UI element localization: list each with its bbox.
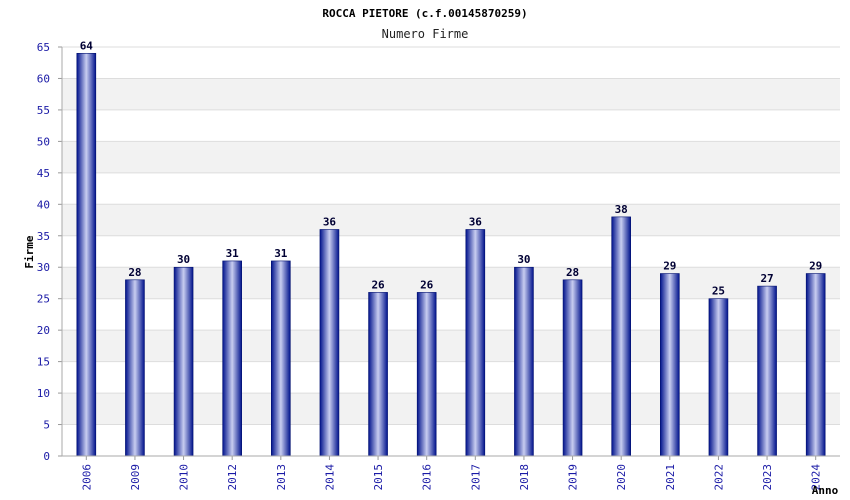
y-tick-labels: 0 5 10 15 20 25 30 35 40 45 50 55 60 65 — [37, 41, 50, 463]
bar — [271, 260, 291, 457]
y-axis-label: Firme — [23, 235, 36, 268]
y-tick-label: 20 — [37, 324, 50, 337]
grid-band — [62, 109, 840, 142]
x-tick-label: 2020 — [615, 464, 628, 491]
x-tick-label: 2010 — [178, 464, 191, 491]
x-tick-label: 2018 — [518, 464, 531, 491]
bar — [562, 279, 583, 457]
bar-value-label: 36 — [323, 215, 337, 228]
y-tick-label: 60 — [37, 72, 50, 85]
bar — [222, 260, 242, 457]
y-tick-label: 5 — [43, 419, 50, 432]
bar-value-label: 30 — [517, 253, 530, 266]
bar-value-label: 25 — [712, 285, 725, 298]
x-tick-label: 2015 — [372, 464, 385, 491]
bars — [76, 52, 826, 457]
grid-band — [62, 47, 840, 79]
x-tick-label: 2006 — [80, 464, 93, 491]
bar — [125, 279, 145, 457]
data-labels: 64 28 30 31 31 36 26 26 36 30 28 38 29 25 27 29 — [80, 39, 823, 297]
y-tick-label: 65 — [37, 41, 50, 54]
bar — [708, 298, 729, 457]
y-tick-label: 10 — [37, 387, 50, 400]
bar-value-label: 29 — [809, 260, 822, 273]
grid-band — [62, 141, 840, 173]
y-tick-label: 40 — [37, 198, 50, 211]
bar-value-label: 27 — [760, 272, 773, 285]
bar-value-label: 38 — [615, 203, 628, 216]
y-tick-label: 50 — [37, 135, 50, 148]
chart-subtitle: Numero Firme — [382, 27, 469, 41]
bar-value-label: 28 — [566, 266, 579, 279]
grid-band — [62, 204, 840, 236]
bar — [319, 229, 340, 457]
bar — [173, 266, 194, 457]
bar-value-label: 31 — [274, 247, 288, 260]
grid-band — [62, 235, 840, 268]
bar — [76, 52, 97, 457]
bar-value-label: 31 — [226, 247, 240, 260]
x-tick-label: 2012 — [226, 464, 239, 491]
y-tick-label: 55 — [37, 104, 50, 117]
bar — [368, 292, 388, 457]
bar — [465, 229, 486, 457]
bar-value-label: 29 — [663, 260, 676, 273]
bar-value-label: 36 — [469, 215, 483, 228]
x-tick-label: 2016 — [421, 464, 434, 491]
grid-band — [62, 172, 840, 205]
x-tick-label: 2019 — [567, 464, 580, 491]
bar-value-label: 30 — [177, 253, 190, 266]
x-tick-label: 2014 — [323, 464, 336, 491]
bar — [757, 285, 777, 457]
x-tick-label: 2024 — [810, 464, 823, 491]
x-tick-label: 2009 — [129, 464, 142, 491]
x-axis-label: Anno — [812, 484, 839, 497]
y-tick-label: 15 — [37, 356, 50, 369]
grid-band — [62, 78, 840, 110]
bar — [514, 266, 534, 457]
bar-value-label: 64 — [80, 39, 94, 52]
bar-value-label: 26 — [371, 278, 385, 291]
bar-value-label: 28 — [128, 266, 141, 279]
bar — [611, 216, 631, 457]
bar — [660, 273, 680, 457]
chart-title: ROCCA PIETORE (c.f.00145870259) — [322, 7, 527, 20]
y-tick-label: 45 — [37, 167, 50, 180]
y-tick-label: 0 — [43, 450, 50, 463]
y-tick-label: 35 — [37, 230, 50, 243]
y-tick-label: 30 — [37, 261, 50, 274]
y-tick-label: 25 — [37, 293, 50, 306]
bar — [416, 292, 437, 457]
x-tick-labels: 2006 2009 2010 2012 2013 2014 2015 2016 2017 2018… — [80, 456, 823, 491]
x-tick-label: 2017 — [469, 464, 482, 491]
x-tick-label: 2022 — [712, 464, 725, 491]
x-tick-label: 2021 — [664, 464, 677, 491]
bar-value-label: 26 — [420, 278, 434, 291]
x-tick-label: 2023 — [761, 464, 774, 491]
bar — [805, 273, 826, 457]
x-tick-label: 2013 — [275, 464, 288, 491]
